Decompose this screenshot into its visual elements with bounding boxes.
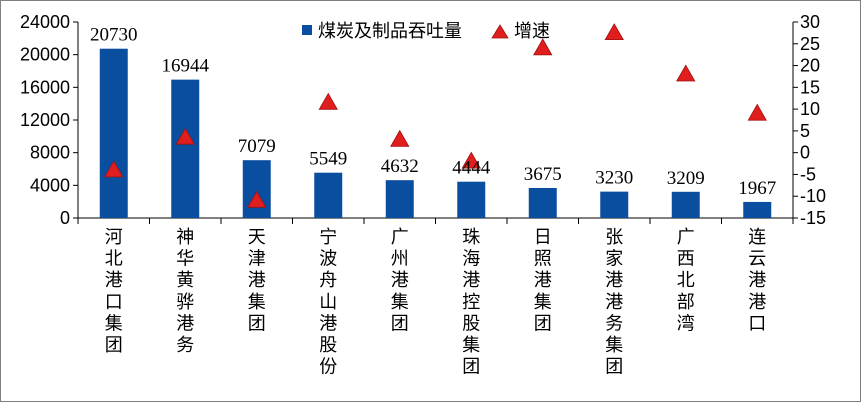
- left-tick-label: 24000: [20, 12, 70, 32]
- left-tick-label: 0: [60, 208, 70, 228]
- category-label: 珠海港控股集团: [462, 227, 480, 378]
- category-label: 广西北部湾: [677, 227, 695, 334]
- growth-marker: [676, 64, 696, 82]
- legend-growth-label: 增速: [514, 21, 550, 42]
- growth-marker: [175, 127, 195, 145]
- right-tick-label: 0: [800, 143, 810, 163]
- bar: [242, 160, 271, 218]
- category-label: 天津港集团: [248, 227, 266, 334]
- left-tick-label: 8000: [30, 143, 70, 163]
- left-tick-label: 4000: [30, 175, 70, 195]
- bar-data-label: 3675: [524, 164, 562, 185]
- legend-bar-label: 煤炭及制品吞吐量: [318, 21, 462, 42]
- category-label: 日照港集团: [534, 227, 552, 334]
- growth-marker: [318, 92, 338, 110]
- bar: [457, 181, 486, 218]
- growth-marker: [604, 23, 624, 41]
- growth-marker: [461, 151, 481, 169]
- bar-data-label: 1967: [738, 178, 776, 199]
- category-label: 神华黄骅港务: [176, 227, 194, 356]
- right-tick-label: -5: [800, 164, 816, 184]
- bar-data-label: 4444: [452, 158, 491, 179]
- bar: [528, 187, 557, 218]
- bar: [671, 191, 700, 218]
- right-tick-label: 5: [800, 121, 810, 141]
- left-tick-label: 12000: [20, 110, 70, 130]
- bar: [171, 79, 200, 219]
- legend-triangle-swatch: [491, 24, 509, 39]
- data-labels: 20730 16944 7079 5549 4632 4444 3675 3230 3209 19…: [90, 25, 776, 199]
- bar: [743, 201, 772, 218]
- category-label: 连云港港口: [748, 227, 766, 334]
- bar-series: [99, 48, 772, 219]
- bar: [385, 180, 414, 218]
- bar-data-label: 5549: [309, 149, 347, 170]
- bar-data-label: 3209: [667, 168, 705, 189]
- bar-data-label: 4632: [381, 156, 419, 177]
- right-tick-label: 20: [800, 56, 820, 76]
- right-tick-label: 15: [800, 77, 820, 97]
- bar-data-label: 16944: [162, 56, 210, 77]
- bar: [99, 48, 128, 218]
- bar: [600, 191, 629, 218]
- left-tick-label: 20000: [20, 45, 70, 65]
- right-tick-label: 25: [800, 34, 820, 54]
- legend-bar-swatch: [302, 25, 312, 35]
- growth-marker: [747, 103, 767, 121]
- bar-data-label: 20730: [90, 25, 138, 46]
- growth-marker: [247, 190, 267, 208]
- left-tick-label: 16000: [20, 77, 70, 97]
- category-labels: 河北港口集团 神华黄骅港务 天津港集团 宁波舟山港股份 广州港集团 珠海港控股集团 日照港集…: [105, 227, 767, 378]
- right-tick-label: 30: [800, 12, 820, 32]
- category-label: 张家港港务集团: [605, 227, 623, 378]
- growth-marker: [533, 38, 553, 56]
- right-tick-label: -10: [800, 186, 826, 206]
- bar-data-label: 7079: [238, 136, 276, 157]
- category-label: 广州港集团: [391, 227, 409, 334]
- bar: [314, 172, 343, 218]
- bar-data-label: 3230: [595, 168, 633, 189]
- growth-markers: [104, 23, 767, 208]
- right-tick-label: -15: [800, 208, 826, 228]
- category-label: 河北港口集团: [105, 227, 123, 356]
- legend: 煤炭及制品吞吐量 增速: [302, 21, 550, 42]
- axes: 04000800012000160002000024000-15-10-5051…: [20, 12, 826, 228]
- growth-marker: [390, 129, 410, 147]
- right-tick-label: 10: [800, 99, 820, 119]
- category-label: 宁波舟山港股份: [319, 227, 337, 378]
- growth-marker: [104, 160, 124, 178]
